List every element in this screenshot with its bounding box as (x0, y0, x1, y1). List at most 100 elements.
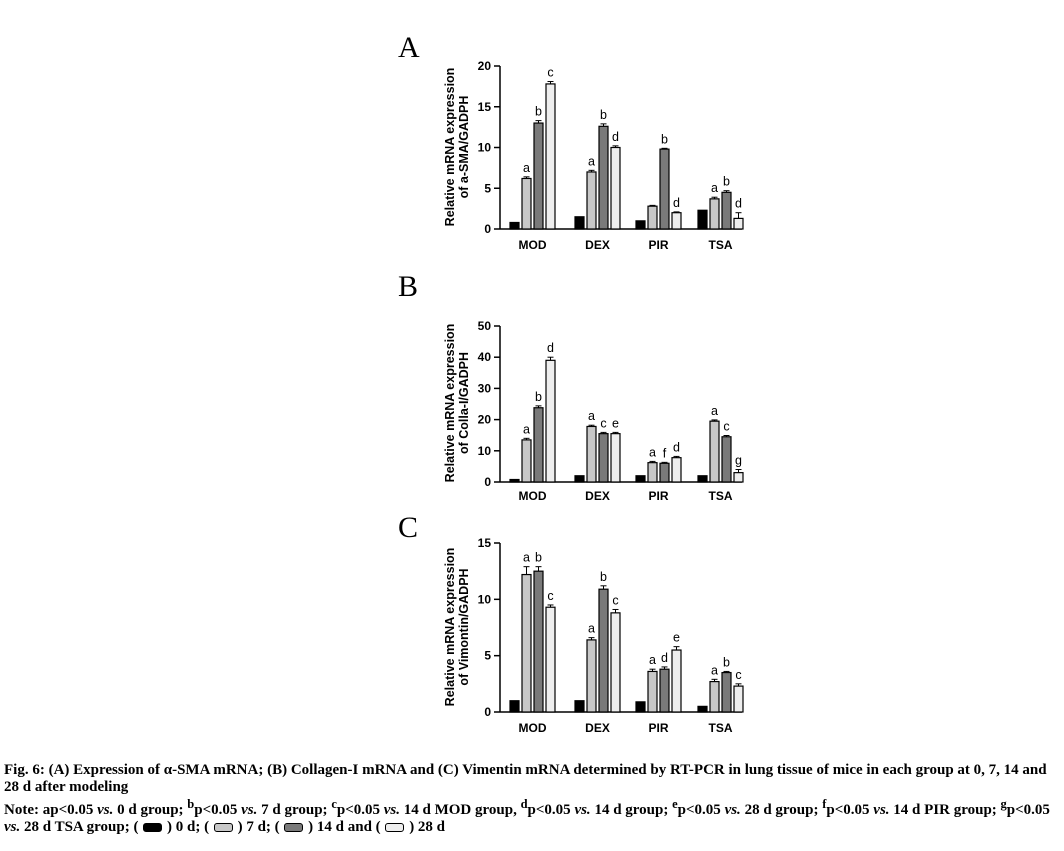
panel-b-y-axis-label: of Colla-I/GADPH (457, 352, 471, 454)
panel-a-bar (610, 146, 621, 230)
panel-c-x-tick-label: PIR (648, 721, 668, 735)
panel-a-x-tick-label: DEX (585, 238, 610, 252)
panel-c-significance-label: a (588, 622, 595, 636)
panel-c-significance-label: a (523, 551, 530, 565)
panel-a-significance-label: a (711, 181, 718, 195)
panel-c-significance-label: b (600, 570, 607, 584)
panel-b-bar (635, 475, 646, 483)
panel-b-x-tick-label: DEX (585, 489, 610, 503)
panel-c-x-tick-label: DEX (585, 721, 610, 735)
panel-a-x-tick-label: PIR (648, 238, 668, 252)
panel-c-bar (598, 588, 609, 713)
panel-c-bar (509, 700, 520, 713)
panel-a-bar (659, 148, 670, 230)
figure-caption: Fig. 6: (A) Expression of α-SMA mRNA; (B… (4, 762, 1060, 836)
panel-b-significance-label: d (547, 341, 554, 355)
panel-b-x-tick-label: PIR (648, 489, 668, 503)
panel-c-significance-label: d (661, 651, 668, 665)
panel-b-significance-label: b (535, 390, 542, 404)
panel-a-significance-label: d (612, 130, 619, 144)
panel-b-bar (709, 420, 720, 483)
panel-a-y-tick-label: 15 (478, 100, 492, 114)
panel-a-bar (721, 191, 732, 230)
panel-a-y-tick-label: 5 (484, 181, 491, 195)
panel-c-y-tick-label: 10 (478, 592, 492, 606)
panel-c-y-tick-label: 0 (484, 705, 491, 719)
panel-c-significance-label: b (723, 655, 730, 669)
panel-a-bar (574, 216, 585, 230)
panel-a-bar (509, 221, 520, 230)
panel-b-x-tick-label: TSA (709, 489, 733, 503)
panel-a-bar (697, 209, 708, 230)
panel-b-bar (659, 462, 670, 483)
panel-c-y-axis-label: of Vimontin/GADPH (457, 568, 471, 685)
panel-c-bar (671, 649, 682, 713)
panel-a-bar (533, 122, 544, 230)
panel-b-significance-label: c (723, 420, 729, 434)
panel-a-y-tick-label: 20 (478, 59, 492, 73)
panel-a-y-tick-label: 0 (484, 222, 491, 236)
panel-b-y-tick-label: 30 (478, 381, 492, 395)
panel-a-x-tick-label: TSA (709, 238, 733, 252)
panel-b-significance-label: e (612, 416, 619, 430)
panel-b-significance-label: f (663, 446, 667, 460)
panel-b-y-tick-label: 40 (478, 350, 492, 364)
panel-b-significance-label: a (649, 445, 656, 459)
panel-c-bar (545, 606, 556, 713)
panel-a-bar (647, 205, 658, 230)
panel-b-bar (574, 475, 585, 483)
panel-c-bar (521, 573, 532, 713)
panel-c-significance-label: c (547, 589, 553, 603)
panel-c-bar (610, 612, 621, 713)
panel-a-bar (635, 220, 646, 230)
panel-b-significance-label: d (673, 440, 680, 454)
legend-swatch-28d (385, 823, 405, 833)
panel-c-y-axis-label: Relative mRNA expression (443, 548, 457, 707)
panel-b-y-tick-label: 50 (478, 319, 492, 333)
panel-b-bar (647, 462, 658, 483)
panel-c-significance-label: e (673, 631, 680, 645)
panel-a-x-tick-label: MOD (519, 238, 547, 252)
panel-b-significance-label: a (711, 404, 718, 418)
panel-a-y-axis-label: Relative mRNA expression (443, 68, 457, 227)
panel-b-significance-label: a (588, 409, 595, 423)
panel-c-bar (733, 685, 744, 713)
panel-c-bar (697, 705, 708, 713)
panel-a-bar (733, 217, 744, 230)
panel-b-significance-label: c (600, 416, 606, 430)
panel-c-significance-label: b (535, 551, 542, 565)
panel-c-bar (647, 670, 658, 713)
panel-b-bar (545, 359, 556, 483)
panel-b-bar (721, 436, 732, 483)
panel-a-bar (671, 212, 682, 230)
panel-c-bar (586, 639, 597, 713)
panel-c-x-tick-label: MOD (519, 721, 547, 735)
legend-swatch-7d (213, 823, 233, 833)
panel-a-significance-label: a (523, 161, 530, 175)
panel-b-significance-label: g (735, 454, 742, 468)
panel-a-letter: A (398, 31, 420, 64)
panel-a-significance-label: b (661, 132, 668, 146)
panel-b-bar (610, 433, 621, 483)
panel-b-x-tick-label: MOD (519, 489, 547, 503)
legend-swatch-14d (284, 823, 304, 833)
panel-b-bar (533, 407, 544, 483)
panel-c-y-tick-label: 15 (478, 536, 492, 550)
panel-b-y-tick-label: 20 (478, 413, 492, 427)
panel-c-bar (659, 668, 670, 713)
panel-b-bar (697, 475, 708, 483)
panel-a-significance-label: b (600, 108, 607, 122)
panel-c-bar (721, 671, 732, 713)
panel-b-significance-label: a (523, 422, 530, 436)
panel-a-significance-label: a (588, 154, 595, 168)
panel-c-significance-label: c (612, 593, 618, 607)
panel-a-significance-label: b (723, 175, 730, 189)
panel-a-significance-label: c (547, 65, 553, 79)
panel-b-y-tick-label: 0 (484, 475, 491, 489)
panel-a-bar (586, 171, 597, 230)
caption-note: Note: ap<0.05 vs. 0 d group; bp<0.05 vs.… (4, 797, 1050, 835)
panel-b-y-tick-label: 10 (478, 444, 492, 458)
panel-a-y-axis-label: of a-SMA/GADPH (457, 96, 471, 199)
panel-a-y-tick-label: 10 (478, 141, 492, 155)
